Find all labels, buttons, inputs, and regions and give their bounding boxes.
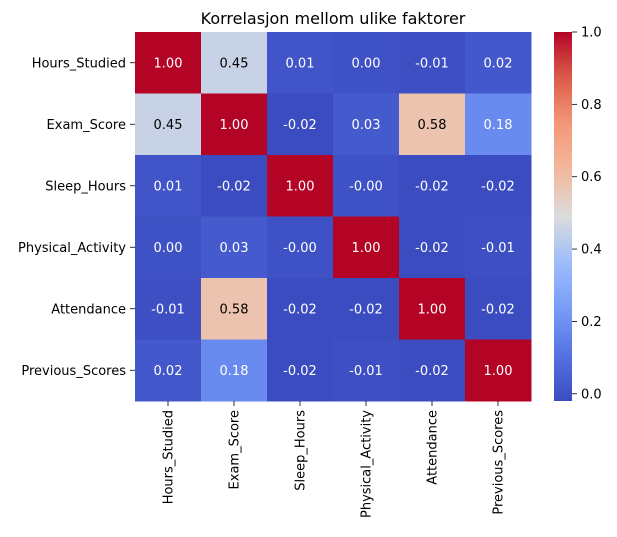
cell-value-label: -0.02	[217, 179, 251, 194]
cell-value-label: 0.45	[154, 118, 183, 133]
heatmap-cell	[399, 216, 466, 279]
colorbar-tick-label: 1.0	[581, 26, 602, 41]
y-tick-label: Sleep_Hours	[45, 179, 126, 194]
heatmap-cell	[267, 339, 334, 402]
cell-value-label: 1.00	[484, 364, 513, 379]
colorbar-gradient	[554, 32, 572, 401]
heatmap-cell	[267, 32, 334, 94]
heatmap-cell	[333, 339, 400, 402]
x-tick-label: Physical_Activity	[360, 410, 375, 518]
heatmap-cell	[135, 32, 202, 94]
x-tick-label: Exam_Score	[228, 410, 243, 489]
cell-value-label: 0.00	[154, 241, 183, 256]
cell-value-label: -0.02	[415, 364, 449, 379]
y-tick-labels: Hours_Studied Exam_Score Sleep_Hours Physic…	[18, 56, 135, 379]
colorbar-tick-label: 0.6	[581, 170, 602, 185]
cell-value-label: 1.00	[286, 179, 315, 194]
cell-value-label: 1.00	[352, 241, 381, 256]
heatmap-cell	[465, 339, 532, 402]
colorbar-tick-label: 0.2	[581, 315, 602, 330]
cell-value-label: 0.02	[484, 56, 513, 71]
cell-value-label: -0.02	[283, 302, 317, 317]
cell-value-label: 0.45	[220, 56, 249, 71]
cell-value-label: -0.02	[283, 118, 317, 133]
heatmap-cell	[333, 155, 400, 217]
cell-value-label: 0.01	[286, 56, 315, 71]
colorbar-tick-label: 0.0	[581, 387, 602, 402]
x-tick-label: Hours_Studied	[162, 410, 177, 504]
cell-value-label: 0.58	[418, 118, 447, 133]
cell-value-label: -0.02	[481, 179, 515, 194]
cell-value-label: -0.01	[151, 302, 185, 317]
cell-value-label: 0.03	[220, 241, 249, 256]
cell-value-label: -0.02	[481, 302, 515, 317]
heatmap-cell	[135, 278, 202, 340]
colorbar-tick-label: 0.8	[581, 98, 602, 113]
heatmap-cell	[465, 93, 532, 156]
x-tick-labels: Hours_Studied Exam_Score Sleep_Hours Physic…	[162, 401, 507, 518]
heatmap-cell	[135, 155, 202, 217]
heatmap-cell	[267, 93, 334, 156]
heatmap-cell	[135, 339, 202, 402]
cell-value-label: -0.02	[283, 364, 317, 379]
cell-value-label: -0.00	[349, 179, 383, 194]
heatmap-cells: 1.00 0.45 0.01 0.00 -0.01 0.02 0.45 1.00 -0.02 0.…	[135, 32, 532, 402]
x-tick-label: Sleep_Hours	[294, 410, 309, 491]
cell-value-label: 0.58	[220, 302, 249, 317]
heatmap-cell	[267, 216, 334, 279]
cell-value-label: -0.00	[283, 241, 317, 256]
chart-title: Korrelasjon mellom ulike faktorer	[201, 9, 466, 28]
colorbar-tick-label: 0.4	[581, 243, 602, 258]
heatmap-cell	[201, 93, 268, 156]
y-tick-label: Exam_Score	[47, 118, 126, 133]
heatmap-cell	[201, 339, 268, 402]
heatmap-cell	[201, 155, 268, 217]
cell-value-label: 0.01	[154, 179, 183, 194]
cell-value-label: 0.18	[484, 118, 513, 133]
cell-value-label: -0.01	[481, 241, 515, 256]
heatmap-cell	[201, 278, 268, 340]
y-tick-label: Previous_Scores	[21, 364, 126, 379]
heatmap-cell	[333, 32, 400, 94]
cell-value-label: 0.02	[154, 364, 183, 379]
cell-value-label: -0.02	[349, 302, 383, 317]
heatmap-cell	[399, 93, 466, 156]
cell-value-label: 1.00	[418, 302, 447, 317]
heatmap-cell	[399, 32, 466, 94]
colorbar: 0.0 0.2 0.4 0.6 0.8 1.0	[554, 26, 602, 402]
heatmap-cell	[333, 278, 400, 340]
heatmap-cell	[465, 155, 532, 217]
heatmap-cell	[201, 216, 268, 279]
cell-value-label: 0.03	[352, 118, 381, 133]
heatmap-cell	[201, 32, 268, 94]
heatmap-cell	[399, 339, 466, 402]
cell-value-label: -0.01	[349, 364, 383, 379]
y-tick-label: Physical_Activity	[18, 241, 126, 256]
y-tick-label: Hours_Studied	[32, 56, 126, 71]
y-tick-label: Attendance	[51, 302, 126, 317]
heatmap-cell	[333, 216, 400, 279]
cell-value-label: 1.00	[220, 118, 249, 133]
heatmap-cell	[333, 93, 400, 156]
cell-value-label: -0.01	[415, 56, 449, 71]
heatmap-cell	[465, 278, 532, 340]
heatmap-cell	[399, 155, 466, 217]
heatmap-cell	[135, 216, 202, 279]
heatmap-cell	[465, 32, 532, 94]
heatmap-cell	[465, 216, 532, 279]
cell-value-label: 1.00	[154, 56, 183, 71]
x-tick-label: Attendance	[426, 410, 441, 485]
cell-value-label: 0.00	[352, 56, 381, 71]
heatmap-cell	[267, 278, 334, 340]
x-tick-label: Previous_Scores	[492, 410, 507, 515]
cell-value-label: 0.18	[220, 364, 249, 379]
heatmap-cell	[267, 155, 334, 217]
cell-value-label: -0.02	[415, 241, 449, 256]
cell-value-label: -0.02	[415, 179, 449, 194]
heatmap-cell	[399, 278, 466, 340]
heatmap-cell	[135, 93, 202, 156]
